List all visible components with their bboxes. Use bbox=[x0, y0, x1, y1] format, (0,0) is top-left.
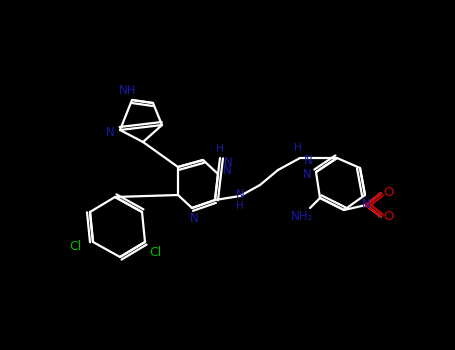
Text: H: H bbox=[236, 201, 244, 211]
Text: H: H bbox=[216, 144, 224, 154]
Text: NH₂: NH₂ bbox=[291, 210, 313, 223]
Text: NH: NH bbox=[119, 84, 137, 98]
Text: Cl: Cl bbox=[69, 240, 81, 253]
Text: N: N bbox=[303, 154, 313, 167]
Text: N: N bbox=[236, 189, 244, 202]
Text: Cl: Cl bbox=[149, 245, 161, 259]
Text: N: N bbox=[106, 126, 114, 139]
Text: H: H bbox=[294, 143, 302, 153]
Text: N: N bbox=[303, 168, 311, 182]
Text: N: N bbox=[362, 198, 370, 211]
Text: O: O bbox=[384, 210, 394, 224]
Text: N: N bbox=[190, 211, 198, 224]
Text: N: N bbox=[222, 163, 232, 176]
Text: O: O bbox=[384, 187, 394, 199]
Text: N: N bbox=[223, 155, 233, 168]
